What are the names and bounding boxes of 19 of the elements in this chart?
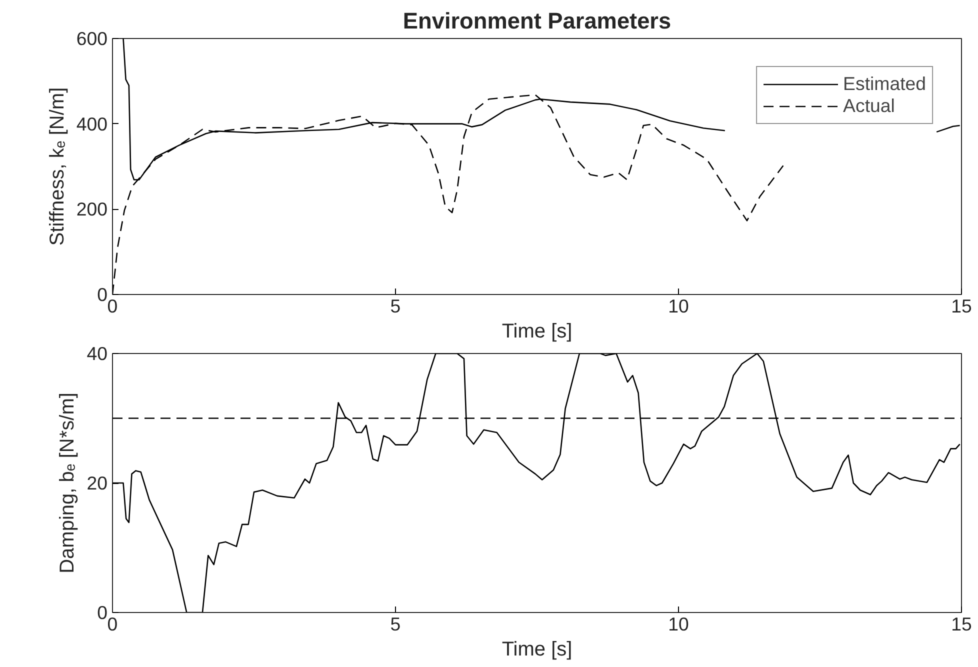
y-tick-label: 600 xyxy=(76,28,108,49)
x-tick-label: 5 xyxy=(390,296,401,316)
y-tick-label: 40 xyxy=(86,343,108,364)
line-series xyxy=(112,354,960,612)
x-tick-label: 10 xyxy=(668,614,689,634)
x-tick-label: 10 xyxy=(668,296,689,316)
y-tick-label: 400 xyxy=(76,113,108,134)
x-axis-title: Time [s] xyxy=(502,320,572,342)
legend-label: Estimated xyxy=(843,73,926,95)
x-axis-title: Time [s] xyxy=(502,638,572,660)
y-axis-title: Damping, bₑ [N*s/m] xyxy=(56,392,79,574)
x-tick-label: 15 xyxy=(951,614,972,634)
x-tick-label: 15 xyxy=(951,296,972,316)
y-axis-title: Stiffness, kₑ [N/m] xyxy=(46,87,68,246)
y-tick-label: 200 xyxy=(76,198,108,220)
chart-title: Environment Parameters xyxy=(402,8,672,34)
y-tick-label: 20 xyxy=(86,472,108,494)
x-tick-label: 5 xyxy=(390,614,401,634)
legend-label: Actual xyxy=(843,95,895,117)
